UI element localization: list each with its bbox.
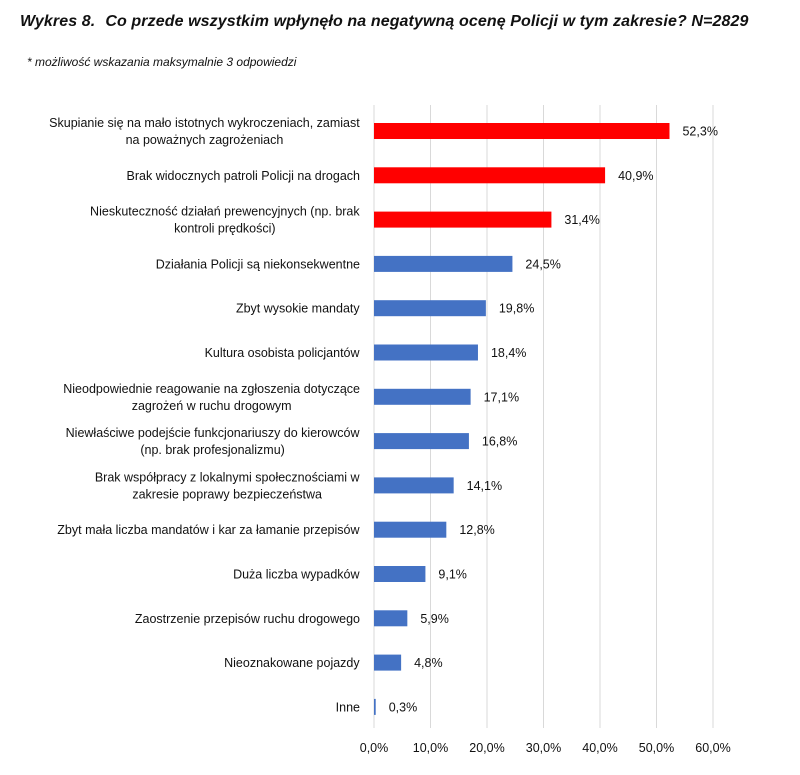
bar [374,521,447,538]
x-tick-label: 30,0% [526,741,561,755]
x-tick-label: 50,0% [639,741,674,755]
bar [374,698,376,715]
value-label: 16,8% [482,435,517,449]
bars [374,123,670,715]
value-label: 0,3% [389,700,418,714]
x-axis-ticks: 0,0% 10,0% 20,0% 30,0% 40,0% 50,0% 60,0% [360,741,731,755]
category-label: Kultura osobista policjantów [205,346,361,360]
x-tick-label: 10,0% [413,741,448,755]
chart-title: Wykres 8. Co przede wszystkim wpłynęło na… [20,13,748,31]
x-tick-label: 40,0% [582,741,617,755]
bar [374,300,486,317]
bar [374,566,426,582]
value-label: 18,4% [491,346,526,360]
value-label: 9,1% [438,568,467,582]
bar [374,167,606,184]
category-label: Duża liczba wypadków [233,568,360,582]
category-label: Nieodpowiednie reagowanie na zgłoszenia … [63,382,360,413]
chart-title-text: Co przede wszystkim wpłynęło na negatywn… [105,13,749,30]
value-label: 19,8% [499,302,534,316]
value-label: 14,1% [467,479,502,493]
chart-note: * możliwość wskazania maksymalnie 3 odpo… [27,55,297,69]
category-label: Skupianie się na mało istotnych wykrocze… [49,116,360,147]
category-label: Brak widocznych patroli Policji na droga… [127,169,360,183]
category-label: Inne [336,700,360,714]
bar [374,477,454,494]
value-label: 4,8% [414,656,443,670]
value-label: 17,1% [484,390,519,404]
category-label: Zaostrzenie przepisów ruchu drogowego [135,612,360,626]
bar [374,610,408,627]
x-tick-label: 60,0% [695,741,730,755]
bar [374,255,513,272]
x-tick-label: 0,0% [360,741,389,755]
category-label: Niewłaściwe podejście funkcjonariuszy do… [66,426,361,457]
category-label: Zbyt wysokie mandaty [236,302,360,316]
figure-number: Wykres 8. [20,13,96,30]
value-label: 40,9% [618,169,653,183]
category-label: Nieoznakowane pojazdy [224,656,360,670]
value-label: 31,4% [564,213,599,227]
category-labels: Skupianie się na mało istotnych wykrocze… [49,116,360,714]
value-label: 5,9% [420,612,449,626]
category-label: Brak współpracy z lokalnymi społeczności… [95,470,361,501]
category-label: Nieskuteczność działań prewencyjnych (np… [90,205,360,236]
gridlines [373,105,714,728]
bar [374,654,402,671]
bar [374,123,670,139]
value-labels: 52,3% 40,9% 31,4% 24,5% 19,8% 18,4% 17,1% 16,8%… [389,125,718,715]
category-label: Zbyt mała liczba mandatów i kar za łaman… [57,523,360,537]
value-label: 52,3% [682,125,717,139]
bar [374,433,469,450]
bar [374,211,552,228]
value-label: 24,5% [525,257,560,271]
bar [374,388,471,405]
x-tick-label: 20,0% [469,741,504,755]
bar [374,344,478,361]
category-label: Działania Policji są niekonsekwentne [156,257,360,271]
value-label: 12,8% [459,523,494,537]
